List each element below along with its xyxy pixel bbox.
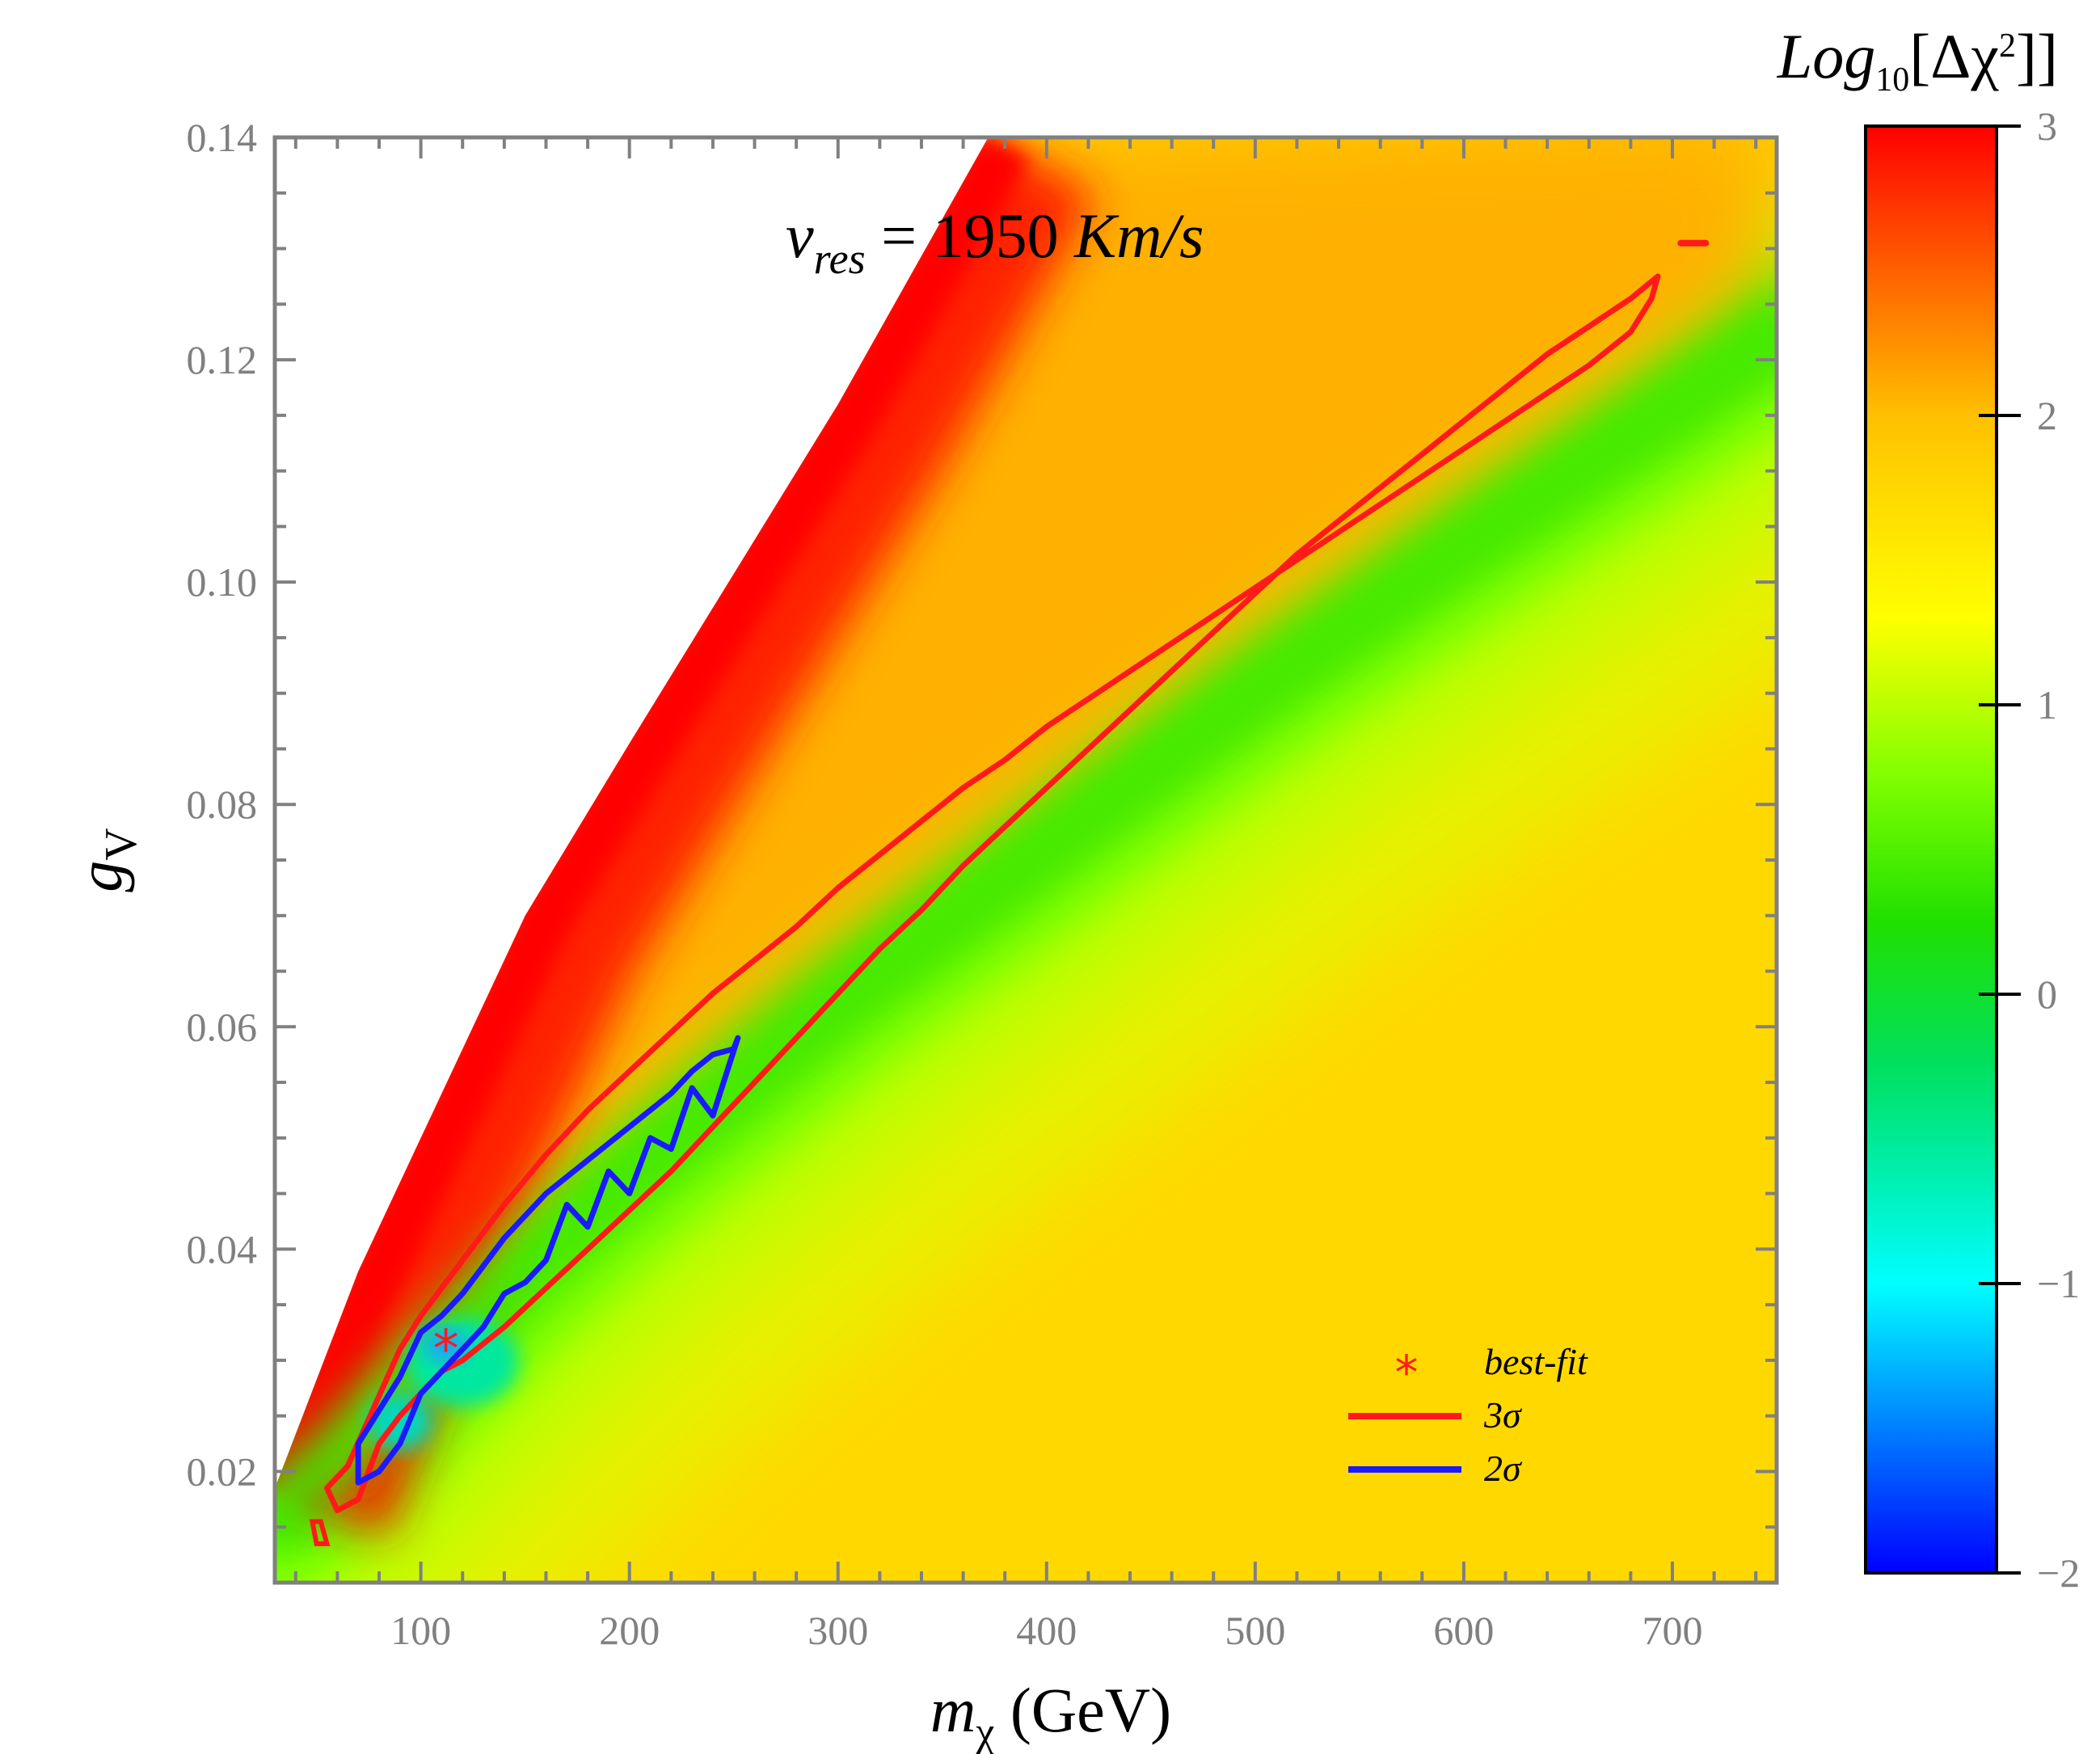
velocity-annotation: vres = 1950 Km/s (786, 200, 1204, 283)
contour-lines: * (309, 239, 1710, 1546)
contour-3sigma-island (309, 1519, 331, 1546)
contour-2sigma (355, 1035, 741, 1486)
x-tick-label: 200 (599, 1608, 660, 1653)
legend: * best-fit 3σ 2σ (1348, 1341, 1588, 1489)
colorbar-tick-label: 2 (2037, 393, 2057, 438)
legend-label: best-fit (1484, 1341, 1588, 1382)
y-tick-label: 0.08 (187, 782, 258, 827)
y-axis-title: gV (65, 828, 146, 892)
colorbar-tick-label: 0 (2037, 972, 2057, 1017)
x-tick-label: 500 (1225, 1608, 1285, 1653)
colorbar-tick-label: −2 (2037, 1550, 2080, 1596)
x-tick-label: 100 (390, 1608, 451, 1653)
colorbar-tick-label: 3 (2037, 103, 2057, 149)
y-tick-label: 0.12 (187, 337, 258, 382)
y-tick-label: 0.04 (187, 1226, 258, 1271)
x-tick-label: 300 (808, 1608, 868, 1653)
colorbar-tick-label: −1 (2037, 1261, 2080, 1306)
best-fit-marker: * (433, 1320, 459, 1380)
heatmap-red-band (275, 137, 1097, 1537)
legend-label: 3σ (1483, 1394, 1523, 1436)
x-tick-label: 400 (1016, 1608, 1077, 1653)
x-axis-title: mχ (GeV) (930, 1675, 1171, 1754)
colorbar-axis: 3 2 1 0 −1 −2 (1979, 103, 2080, 1596)
y-tick-label: 0.10 (187, 559, 258, 605)
y-tick-label: 0.14 (187, 115, 258, 160)
x-tick-label: 600 (1433, 1608, 1494, 1653)
colorbar (1864, 124, 1998, 1575)
y-axis: 0.02 0.04 0.06 0.08 0.10 0.12 0.14 (187, 115, 1777, 1529)
colorbar-tick-label: 1 (2037, 682, 2057, 727)
heatmap-orange-region (275, 137, 1777, 1489)
x-tick-label: 700 (1642, 1608, 1702, 1653)
heatmap-red-edge (275, 137, 1030, 1507)
colorbar-title: Log10[Δχ2]] (1777, 21, 2058, 99)
excluded-region (275, 137, 989, 1489)
legend-label: 2σ (1484, 1448, 1523, 1489)
y-tick-label: 0.06 (187, 1004, 258, 1049)
contour-3sigma (324, 273, 1661, 1514)
x-axis: 100 200 300 400 500 600 700 (293, 137, 1758, 1653)
y-tick-label: 0.02 (187, 1448, 258, 1494)
legend-best-fit-marker: * (1395, 1345, 1419, 1400)
